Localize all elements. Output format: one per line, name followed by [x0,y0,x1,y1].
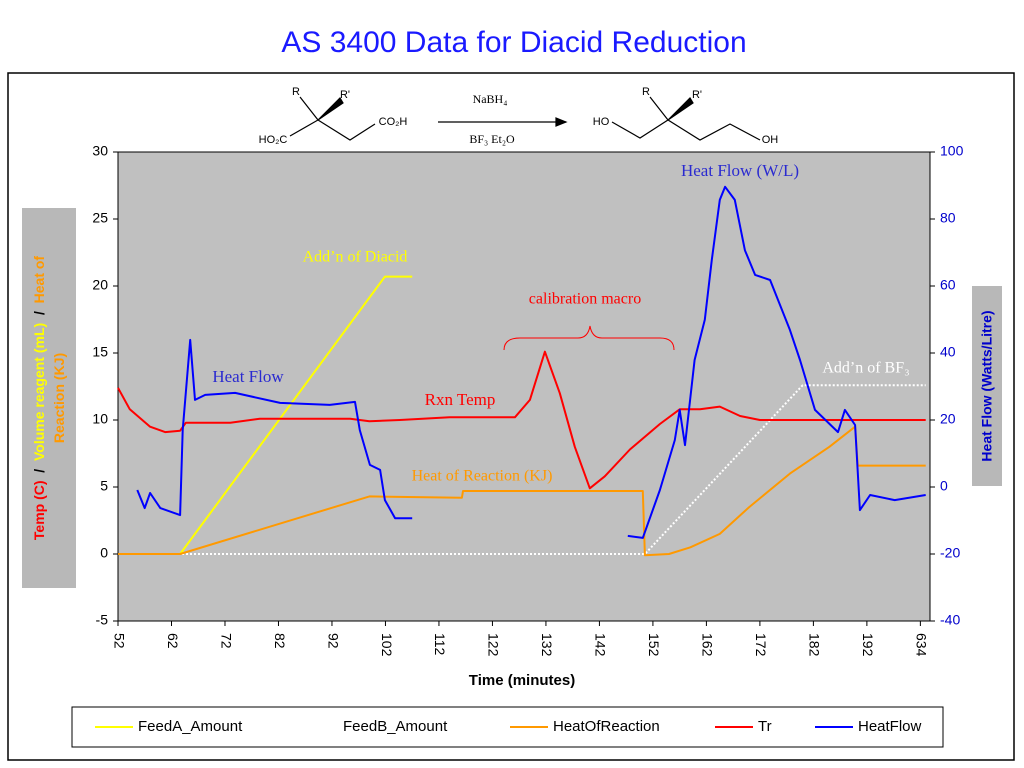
x-tick-label: 192 [860,633,876,657]
annotation: Heat Flow [212,367,284,386]
frame [7,72,1015,761]
x-tick-label: 92 [325,633,341,649]
x-tick-label: 634 [914,633,930,657]
annotation: Add’n of BF₃ [822,360,909,377]
reaction-scheme [289,96,761,141]
scheme-label: R' [692,89,702,101]
y2-tick-label: 40 [940,344,956,360]
y2-tick-label: -40 [940,612,960,628]
plot-area [117,151,931,622]
scheme-label: R [642,86,650,98]
x-tick-label: 72 [218,633,234,649]
annotation: calibration macro [529,291,641,308]
series-line [136,185,926,539]
legend-label: HeatOfReaction [553,718,660,735]
x-tick-label: 102 [379,633,395,657]
legend-label: Tr [758,718,772,735]
y2-tick-label: 20 [940,411,956,427]
scheme-label: OH [762,134,779,146]
x-tick-label: 62 [165,633,181,649]
y2-label-box [972,286,1002,486]
y2-tick-label: 80 [940,210,956,226]
x-tick-label: 162 [700,633,716,657]
y-axis-label-part: Temp (C) [31,480,47,540]
y-tick-label: 20 [92,277,108,293]
x-tick-label: 122 [486,633,502,657]
y2-tick-label: 100 [940,143,964,159]
y-axis-label: Reaction (KJ) [51,353,67,443]
y-label-box [22,208,76,588]
legend-label: HeatFlow [858,718,922,735]
scheme-label: HO₂C [259,134,288,146]
x-tick-label: 142 [593,633,609,657]
annotation: Heat of Reaction (KJ) [412,468,553,485]
y-axis-label: Temp (C) / Volume reagent (mL) / Heat of [31,256,47,541]
y-axis-label-part: Heat of [31,256,47,304]
scheme-label: HO [593,116,610,128]
y-tick-label: 30 [92,143,108,159]
scheme-label: NaBH₄ [473,92,508,106]
y-tick-label: 25 [92,210,108,226]
annotation: Heat Flow (W/L) [681,161,799,180]
y2-tick-label: 60 [940,277,956,293]
y-tick-label: -5 [96,612,109,628]
y-tick-label: 10 [92,411,108,427]
x-axis-label: Time (minutes) [469,672,575,689]
y-tick-label: 15 [92,344,108,360]
x-tick-label: 112 [432,633,448,656]
y2-tick-label: -20 [940,545,960,561]
legend-label: FeedB_Amount [343,718,448,735]
y-tick-label: 0 [100,545,108,561]
legend [71,706,944,748]
scheme-label: BF₃ Et₂O [469,132,515,146]
x-tick-label: 152 [646,633,662,657]
scheme-label: R' [340,89,350,101]
y-axis-label-part: / [31,311,47,315]
brace [503,325,675,351]
x-tick-label: 182 [807,633,823,657]
x-tick-label: 52 [111,633,127,649]
chart-title: AS 3400 Data for Diacid Reduction [281,26,746,59]
x-tick-label: 172 [753,633,769,657]
annotation: Add’n of Diacid [303,249,408,266]
scheme-label: R [292,86,300,98]
y-axis-label-part: Volume reagent (mL) [31,323,47,461]
series-line [118,425,926,557]
y2-tick-label: 0 [940,478,948,494]
scheme-label: CO₂H [379,116,408,128]
legend-label: FeedA_Amount [138,718,243,735]
y2-axis-label: Heat Flow (Watts/Litre) [979,310,995,461]
x-tick-label: 82 [272,633,288,649]
x-tick-label: 132 [539,633,555,657]
y-tick-label: 5 [100,478,108,494]
y-axis-label-part: Reaction (KJ) [51,353,67,443]
annotation: Rxn Temp [425,390,496,409]
y-axis-label-part: / [31,469,47,473]
